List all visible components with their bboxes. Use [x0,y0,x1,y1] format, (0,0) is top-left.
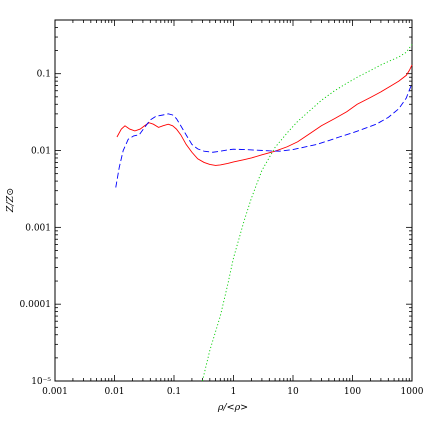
series-group [115,44,413,382]
y-tick-label: 10⁻⁵ [31,377,51,387]
y-axis-label: Z/Z⊙ [5,188,16,213]
y-tick-label: 0.01 [31,147,51,157]
plot-frame [54,19,413,382]
y-tick-label: 0.0001 [20,300,52,310]
x-tick-label: 1000 [401,387,424,397]
y-tick-labels: 10⁻⁵ 0.0001 0.001 0.01 0.1 [20,70,52,387]
x-tick-label: 10 [287,387,299,397]
x-tick-label: 1 [231,387,237,397]
x-tick-label: 0.001 [42,387,68,397]
x-axis-label: ρ/<ρ> [217,402,248,413]
series-line-dotted [201,44,413,382]
x-tick-label: 0.01 [104,387,124,397]
x-tick-labels: 0.001 0.01 0.1 1 10 100 1000 [42,387,424,397]
y-tick-label: 0.001 [25,223,51,233]
x-tick-label: 0.1 [167,387,181,397]
x-tick-label: 100 [344,387,361,397]
axis-ticks [54,19,413,382]
y-tick-label: 0.1 [37,70,51,80]
series-line-dashed [115,83,413,188]
